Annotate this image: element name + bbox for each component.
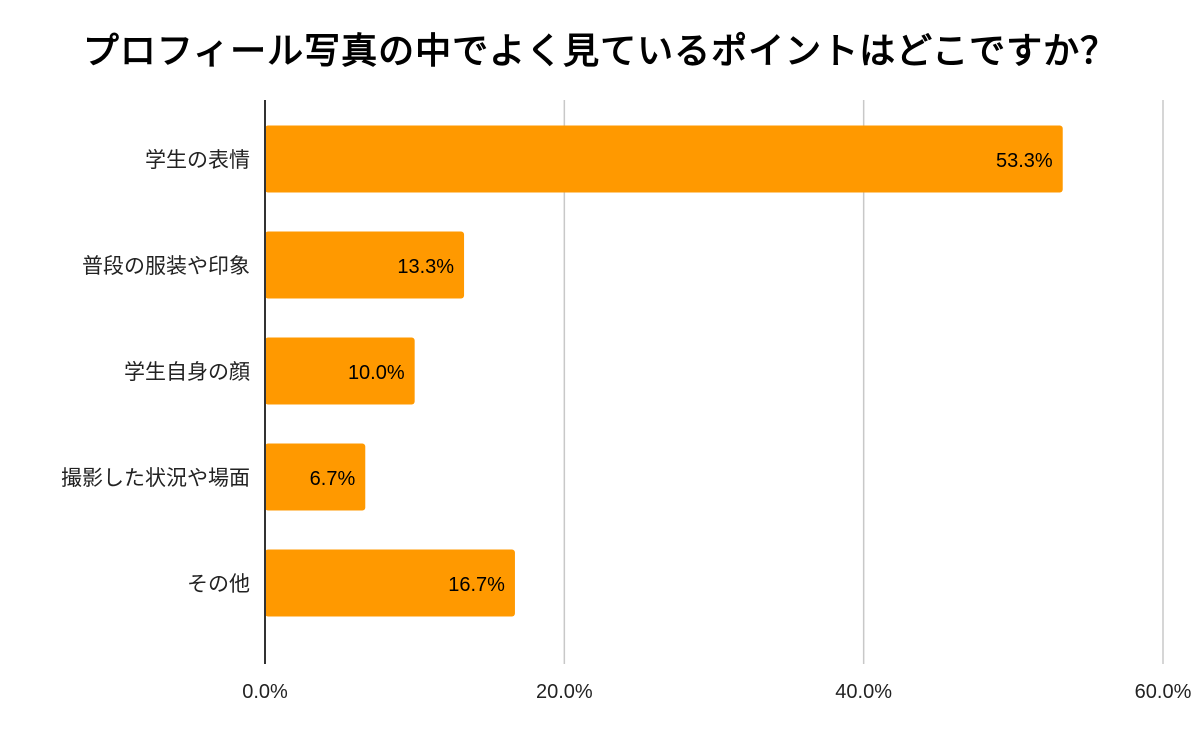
bar-0	[265, 125, 1063, 193]
data-label-0: 53.3%	[996, 150, 1053, 172]
x-tick-label-1: 20.0%	[536, 681, 593, 703]
data-label-1: 13.3%	[397, 256, 454, 278]
data-label-2: 10.0%	[348, 362, 405, 384]
x-tick-label-0: 0.0%	[242, 681, 288, 703]
bar-1	[265, 231, 465, 299]
bar-4	[265, 549, 515, 617]
labels: 0.0% 20.0% 40.0% 60.0% 学生の表情 53.3% 普段の服装や印象 13.…	[61, 148, 1192, 703]
bar-2	[265, 337, 415, 405]
data-label-4: 16.7%	[448, 574, 505, 596]
category-label-2: 学生自身の顔	[124, 360, 250, 384]
data-label-3: 6.7%	[310, 468, 356, 490]
category-label-4: その他	[187, 572, 250, 596]
grid-lines	[563, 100, 1164, 664]
bar-3	[265, 443, 366, 511]
category-label-3: 撮影した状況や場面	[61, 466, 250, 490]
category-label-1: 普段の服装や印象	[82, 254, 250, 278]
bars	[265, 125, 1063, 617]
category-label-0: 学生の表情	[145, 148, 250, 172]
x-tick-label-3: 60.0%	[1135, 681, 1192, 703]
chart-title: プロフィール写真の中でよく見ているポイントはどこですか？	[82, 31, 1118, 72]
x-tick-label-2: 40.0%	[835, 681, 892, 703]
